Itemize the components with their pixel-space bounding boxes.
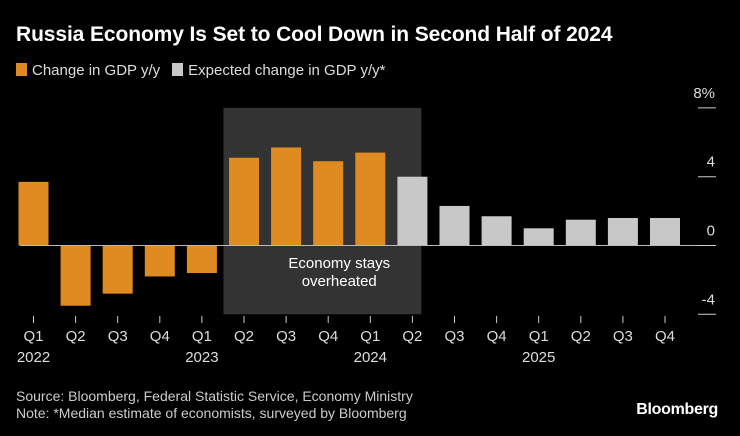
source-text: Source: Bloomberg, Federal Statistic Ser… bbox=[16, 388, 413, 404]
bar-expected bbox=[397, 176, 428, 246]
y-tick-label: 0 bbox=[707, 223, 715, 240]
bar-expected bbox=[650, 217, 680, 246]
x-tick-label: Q4 bbox=[487, 328, 507, 345]
bar-expected bbox=[607, 217, 638, 246]
bar-actual bbox=[102, 245, 133, 294]
y-tick-label: -4 bbox=[702, 291, 715, 308]
y-tick-label: 4 bbox=[707, 154, 715, 171]
legend-label: Expected change in GDP y/y* bbox=[188, 62, 386, 79]
bar-expected bbox=[565, 219, 596, 246]
x-tick-label: Q1 bbox=[23, 328, 43, 345]
bar-actual bbox=[186, 245, 217, 274]
x-tick-label: Q3 bbox=[276, 328, 296, 345]
bar-actual bbox=[271, 147, 302, 246]
bloomberg-logo: Bloomberg bbox=[636, 401, 718, 418]
bar-actual bbox=[313, 161, 344, 246]
legend-item-expected: Expected change in GDP y/y* bbox=[172, 62, 385, 79]
x-tick-label: Q1 bbox=[360, 328, 380, 345]
legend: Change in GDP y/y Expected change in GDP… bbox=[16, 62, 385, 79]
bar-actual bbox=[18, 181, 49, 246]
legend-swatch-expected bbox=[172, 63, 184, 76]
x-tick-label: Q1 bbox=[529, 328, 549, 345]
x-year-label: 2025 bbox=[522, 349, 555, 366]
bar-expected bbox=[439, 205, 470, 246]
x-tick-label: Q4 bbox=[655, 328, 675, 345]
x-year-label: 2022 bbox=[17, 349, 50, 366]
note-text: Note: *Median estimate of economists, su… bbox=[16, 405, 407, 421]
x-tick-label: Q3 bbox=[444, 328, 464, 345]
bar-actual bbox=[229, 157, 259, 246]
x-tick-label: Q2 bbox=[234, 328, 254, 345]
chart-title: Russia Economy Is Set to Cool Down in Se… bbox=[16, 23, 613, 46]
legend-label: Change in GDP y/y bbox=[32, 62, 161, 79]
x-tick-label: Q3 bbox=[613, 328, 633, 345]
x-tick-label: Q2 bbox=[66, 328, 86, 345]
y-tick-label: 8% bbox=[693, 85, 715, 102]
x-tick-label: Q1 bbox=[192, 328, 212, 345]
bar-expected bbox=[481, 216, 512, 246]
bar-actual bbox=[144, 245, 175, 277]
bar-expected bbox=[523, 228, 554, 246]
x-tick-label: Q2 bbox=[402, 328, 422, 345]
x-tick-label: Q3 bbox=[108, 328, 128, 345]
legend-swatch-actual bbox=[16, 63, 27, 76]
annotation-line1: Economy stays bbox=[288, 255, 390, 272]
legend-item-actual: Change in GDP y/y bbox=[16, 62, 160, 79]
x-tick-label: Q4 bbox=[150, 328, 170, 345]
bar-actual bbox=[355, 152, 386, 246]
x-year-label: 2023 bbox=[185, 349, 218, 366]
x-year-label: 2024 bbox=[354, 349, 387, 366]
x-tick-label: Q4 bbox=[318, 328, 338, 345]
annotation-line2: overheated bbox=[302, 273, 377, 290]
x-tick-label: Q2 bbox=[571, 328, 591, 345]
bar-actual bbox=[60, 245, 91, 306]
